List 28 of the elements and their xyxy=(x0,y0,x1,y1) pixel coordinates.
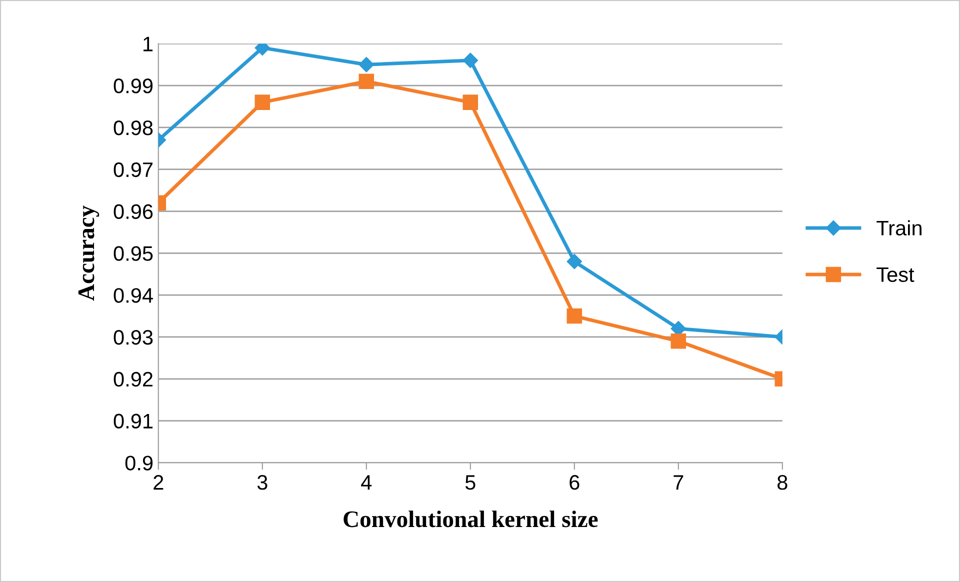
y-tick-label: 0.91 xyxy=(114,414,153,429)
point xyxy=(358,57,374,72)
x-tick-label: 5 xyxy=(465,475,476,490)
point xyxy=(566,254,582,270)
y-tick-label: 0.94 xyxy=(114,288,153,303)
y-tick-label: 0.98 xyxy=(114,120,153,136)
y-tick-label: 0.95 xyxy=(114,246,153,261)
x-axis-title: Convolutional kernel size xyxy=(344,510,598,528)
x-tick-label: 8 xyxy=(778,475,788,490)
legend-label: Train xyxy=(876,220,922,236)
y-tick-label: 0.99 xyxy=(114,78,153,94)
x-tick-label: 3 xyxy=(257,475,268,490)
x-tick-label: 4 xyxy=(361,475,372,490)
y-tick-label: 0.93 xyxy=(114,330,153,345)
legend-label: Test xyxy=(876,267,914,282)
y-tick-label: 0.92 xyxy=(114,372,152,387)
x-tick-label: 2 xyxy=(154,475,164,490)
y-tick-label: 0.9 xyxy=(125,456,153,470)
point xyxy=(566,308,582,324)
point xyxy=(358,74,374,90)
x-tick-label: 6 xyxy=(570,475,580,490)
x-tick-label: 7 xyxy=(674,475,684,490)
point xyxy=(462,52,478,68)
y-tick-label: 0.96 xyxy=(114,204,153,220)
point xyxy=(462,94,478,110)
y-tick-label: 1 xyxy=(144,36,153,52)
y-axis-title: Accuracy xyxy=(78,206,100,301)
y-tick-label: 0.97 xyxy=(114,162,152,178)
